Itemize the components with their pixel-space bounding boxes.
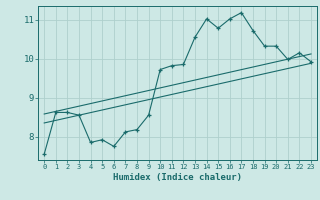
X-axis label: Humidex (Indice chaleur): Humidex (Indice chaleur)	[113, 173, 242, 182]
